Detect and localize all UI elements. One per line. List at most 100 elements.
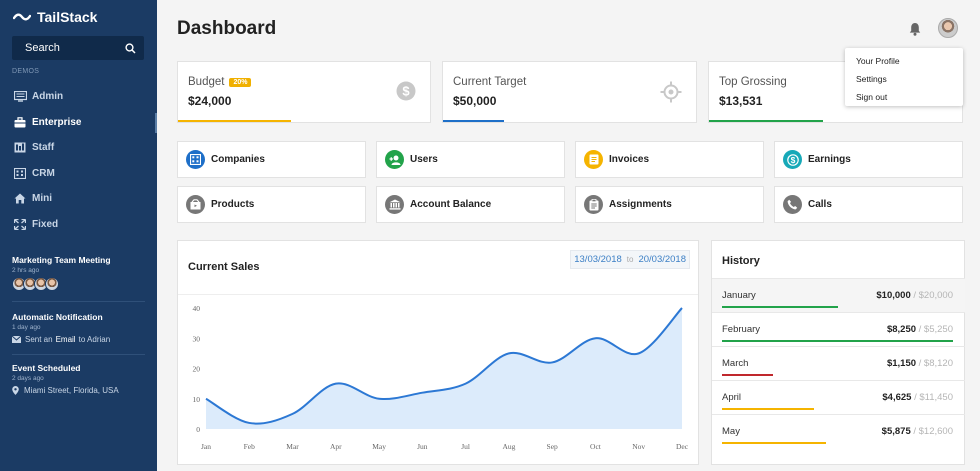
history-month: March: [722, 358, 749, 369]
dollar-icon: $: [396, 81, 416, 101]
tailstack-logo-icon: [13, 13, 31, 21]
menu-item-profile[interactable]: Your Profile: [856, 56, 900, 66]
date-from[interactable]: 13/03/2018: [574, 254, 622, 265]
history-card: History January $10,000 / $20,000 February…: [711, 240, 965, 465]
add-user-icon: [385, 150, 404, 169]
x-tick-label: Jul: [461, 442, 470, 451]
mail-icon: [12, 336, 21, 343]
date-separator: to: [626, 255, 634, 264]
history-total: / $12,600: [913, 426, 953, 437]
history-value: $10,000 / $20,000: [876, 290, 953, 301]
feed-time: 2 days ago: [12, 375, 44, 382]
feed-item[interactable]: Automatic Notification 1 day ago Sent an…: [12, 312, 145, 344]
feed-item[interactable]: Event Scheduled 2 days ago Miami Street,…: [12, 363, 145, 395]
box-icon: [186, 195, 205, 214]
stat-label: Budget: [188, 76, 225, 88]
action-companies[interactable]: Companies: [177, 141, 366, 178]
history-month: April: [722, 392, 742, 403]
feed-item[interactable]: Marketing Team Meeting 2 hrs ago: [12, 255, 145, 291]
stat-card-target[interactable]: Current Target $50,000: [442, 61, 697, 123]
sidebar-item-admin[interactable]: Admin: [0, 84, 157, 110]
expand-icon: [13, 218, 27, 230]
x-tick-label: May: [372, 442, 386, 451]
x-tick-label: Nov: [632, 442, 645, 451]
sidebar-item-label: Admin: [32, 91, 64, 103]
user-menu: Your Profile Settings Sign out: [845, 48, 963, 106]
action-users[interactable]: Users: [376, 141, 565, 178]
action-earnings[interactable]: $ Earnings: [774, 141, 963, 178]
date-to[interactable]: 20/03/2018: [638, 254, 686, 265]
stat-progress-bar: [178, 120, 292, 122]
x-tick-label: Oct: [590, 442, 602, 451]
sidebar-item-label: Enterprise: [32, 116, 82, 128]
x-tick-label: Jan: [201, 442, 211, 451]
target-icon: [660, 81, 682, 103]
sidebar-item-fixed[interactable]: Fixed: [0, 212, 157, 238]
sidebar-item-enterprise[interactable]: Enterprise: [0, 110, 157, 136]
search-label: Search: [25, 42, 60, 54]
stat-value: $50,000: [453, 94, 497, 108]
y-tick-label: 30: [193, 334, 201, 343]
date-range-picker[interactable]: 13/03/2018 to 20/03/2018: [570, 250, 690, 269]
action-calls[interactable]: Calls: [774, 186, 963, 223]
x-tick-label: Jun: [417, 442, 428, 451]
page-title: Dashboard: [177, 18, 277, 39]
sidebar-item-staff[interactable]: Staff: [0, 135, 157, 161]
stat-badge: 20%: [229, 77, 252, 87]
sidebar-item-label: Fixed: [32, 218, 59, 230]
feed-time: 1 day ago: [12, 324, 41, 331]
sidebar-item-mini[interactable]: Mini: [0, 186, 157, 212]
search-input[interactable]: Search: [12, 36, 144, 60]
history-progress-bar: [722, 407, 815, 410]
menu-item-signout[interactable]: Sign out: [856, 92, 888, 102]
sidebar-item-label: Mini: [32, 193, 52, 205]
history-month: May: [722, 426, 740, 437]
history-month: January: [722, 290, 756, 301]
dollar-icon: $: [783, 150, 802, 169]
attendee-avatars: [12, 277, 145, 291]
invoice-icon: [584, 150, 603, 169]
history-row: May $5,875 / $12,600: [712, 414, 965, 448]
feed-desc-text: Miami Street, Florida, USA: [24, 386, 119, 395]
action-account-balance[interactable]: Account Balance: [376, 186, 565, 223]
feed-time: 2 hrs ago: [12, 267, 40, 274]
sidebar-item-label: Staff: [32, 142, 55, 154]
search-icon[interactable]: [125, 42, 136, 54]
action-products[interactable]: Products: [177, 186, 366, 223]
y-tick-label: 20: [193, 365, 201, 374]
action-label: Products: [211, 199, 255, 210]
action-label: Invoices: [609, 154, 650, 165]
sidebar-item-crm[interactable]: CRM: [0, 161, 157, 187]
history-value: $4,625 / $11,450: [882, 392, 953, 403]
action-invoices[interactable]: Invoices: [575, 141, 764, 178]
user-avatar[interactable]: [938, 18, 958, 38]
bell-icon[interactable]: [909, 22, 921, 36]
stat-value: $13,531: [719, 94, 763, 108]
history-total: / $5,250: [918, 324, 953, 335]
x-tick-label: Aug: [502, 442, 515, 451]
history-row: January $10,000 / $20,000: [712, 278, 965, 312]
action-assignments[interactable]: Assignments: [575, 186, 764, 223]
stat-label: Current Target: [453, 76, 527, 88]
history-total: / $8,120: [918, 358, 953, 369]
menu-item-settings[interactable]: Settings: [856, 74, 887, 84]
divider: [178, 294, 698, 295]
feed-title: Automatic Notification: [12, 312, 103, 322]
x-tick-label: Feb: [244, 442, 256, 451]
stat-card-budget[interactable]: Budget 20% $24,000 $: [177, 61, 431, 123]
brand[interactable]: TailStack: [13, 8, 97, 26]
home-icon: [13, 193, 27, 205]
feed-description: Sent an Email to Adrian: [12, 335, 145, 344]
history-row: March $1,150 / $8,120: [712, 346, 965, 380]
svg-text:$: $: [790, 155, 795, 165]
section-label: DEMOS: [12, 68, 40, 75]
stat-progress-bar: [443, 120, 504, 122]
building-icon: [13, 167, 27, 179]
action-label: Earnings: [808, 154, 851, 165]
svg-text:$: $: [402, 84, 410, 99]
avatar: [45, 277, 59, 291]
stat-progress-bar: [709, 120, 823, 122]
action-label: Users: [410, 154, 438, 165]
x-tick-label: Dec: [676, 442, 689, 451]
x-tick-label: Sep: [547, 442, 559, 451]
